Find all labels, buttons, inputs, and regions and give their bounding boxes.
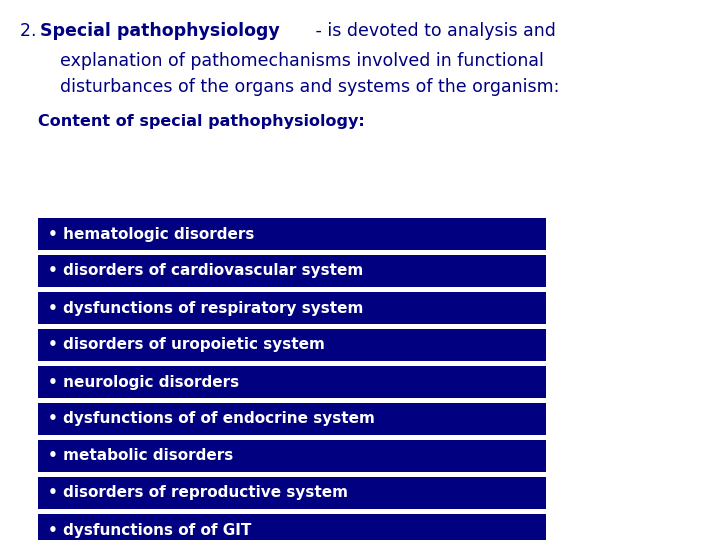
Bar (38, 366, 546, 398)
Text: • disorders of uropoietic system: • disorders of uropoietic system (48, 338, 325, 353)
Bar (38, 329, 546, 361)
Text: Special pathophysiology: Special pathophysiology (40, 22, 280, 40)
Text: • dysfunctions of of GIT: • dysfunctions of of GIT (48, 523, 251, 537)
Text: - is devoted to analysis and: - is devoted to analysis and (310, 22, 556, 40)
Text: explanation of pathomechanisms involved in functional: explanation of pathomechanisms involved … (60, 52, 544, 70)
Bar (38, 292, 546, 324)
Text: • disorders of cardiovascular system: • disorders of cardiovascular system (48, 264, 364, 279)
Bar (38, 403, 546, 435)
Bar (38, 218, 546, 250)
Text: • dysfunctions of respiratory system: • dysfunctions of respiratory system (48, 300, 364, 315)
Bar (38, 255, 546, 287)
Bar (38, 514, 546, 540)
Text: • disorders of reproductive system: • disorders of reproductive system (48, 485, 348, 501)
Text: • neurologic disorders: • neurologic disorders (48, 375, 239, 389)
Text: • dysfunctions of of endocrine system: • dysfunctions of of endocrine system (48, 411, 375, 427)
Bar (38, 477, 546, 509)
Text: 2.: 2. (20, 22, 42, 40)
Text: Content of special pathophysiology:: Content of special pathophysiology: (38, 114, 365, 129)
Text: • hematologic disorders: • hematologic disorders (48, 226, 254, 241)
Text: • metabolic disorders: • metabolic disorders (48, 449, 233, 463)
Bar (38, 440, 546, 472)
Text: disturbances of the organs and systems of the organism:: disturbances of the organs and systems o… (60, 78, 559, 96)
